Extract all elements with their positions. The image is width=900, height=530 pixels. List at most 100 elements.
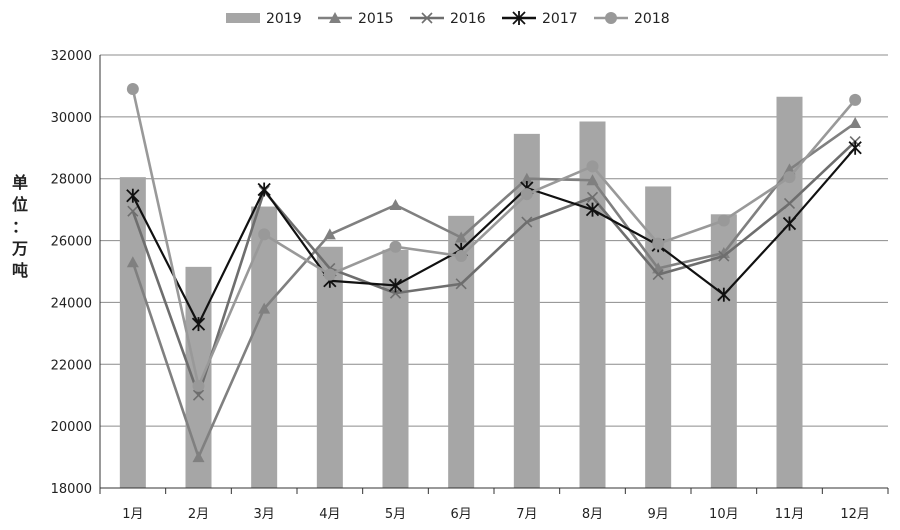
- y-axis-label-char: 吨: [12, 261, 28, 280]
- point-2016: [521, 216, 533, 228]
- x-tick-label: 4月: [319, 507, 340, 522]
- marker-circle: [717, 214, 730, 227]
- point-2015: [520, 172, 533, 184]
- y-tick-label: 32000: [51, 49, 92, 64]
- bar-series: [119, 96, 803, 489]
- legend-label-2016: 2016: [450, 11, 486, 27]
- legend-marker-2018: [605, 12, 617, 24]
- point-2016: [127, 205, 139, 217]
- point-2018: [717, 214, 730, 227]
- x-tick-label: 5月: [385, 507, 406, 522]
- y-tick-label: 22000: [51, 358, 92, 373]
- point-2018: [849, 93, 862, 106]
- point-2016: [652, 269, 664, 281]
- marker-triangle: [323, 228, 336, 240]
- y-axis-label-char: ：: [12, 217, 28, 236]
- x-tick-label: 3月: [254, 507, 275, 522]
- legend-marker-2017: [512, 11, 526, 25]
- point-2017: [585, 202, 600, 217]
- point-2018: [455, 250, 468, 263]
- bar-2019: [710, 214, 737, 488]
- marker-x-stroke: [783, 197, 796, 210]
- y-tick-label: 20000: [51, 420, 92, 435]
- y-tick-label: 26000: [51, 235, 92, 250]
- point-2017: [782, 216, 797, 231]
- marker-circle: [126, 83, 139, 96]
- marker-triangle: [389, 199, 402, 211]
- marker-circle: [389, 240, 402, 253]
- point-2017: [257, 182, 271, 197]
- legend: 2019 2015 2016 2017 2018: [226, 11, 670, 27]
- legend-label-2019: 2019: [266, 11, 302, 27]
- point-2016: [718, 250, 730, 262]
- legend-label-2015: 2015: [358, 11, 394, 27]
- bar-2019: [119, 177, 146, 489]
- marker-triangle: [849, 117, 862, 129]
- marker-x-stroke: [192, 389, 205, 401]
- point-2017: [388, 278, 403, 293]
- marker-circle: [192, 379, 205, 392]
- marker-triangle: [586, 174, 599, 186]
- line-series: [126, 83, 862, 463]
- x-tick-label: 10月: [709, 507, 739, 522]
- point-2015: [455, 231, 468, 243]
- line-2016: [131, 140, 857, 397]
- legend-marker-2016: [421, 12, 433, 24]
- point-2018: [126, 83, 139, 96]
- x-tick-label: 9月: [648, 507, 669, 522]
- point-2015: [126, 256, 139, 268]
- marker-x-stroke: [521, 216, 533, 228]
- marker-x-stroke: [586, 191, 599, 203]
- y-axis-label-char: 单: [12, 173, 28, 192]
- x-tick-label: 8月: [582, 507, 603, 522]
- legend-marker-2015: [329, 12, 341, 23]
- x-tick-label: 1月: [122, 507, 143, 522]
- legend-label-2018: 2018: [634, 11, 670, 27]
- point-2016: [455, 278, 467, 290]
- marker-circle: [455, 250, 468, 263]
- marker-circle: [849, 93, 862, 106]
- x-tick-label: 11月: [775, 507, 805, 522]
- y-axis-label-char: 位: [12, 195, 28, 214]
- point-2015: [192, 451, 205, 463]
- point-2017: [717, 287, 731, 302]
- legend-swatch-2019: [226, 13, 260, 23]
- y-tick-label: 30000: [51, 111, 92, 126]
- grid-lines: [100, 54, 888, 489]
- marker-circle: [605, 12, 617, 24]
- y-axis-label: 单位 ： 万吨: [11, 173, 28, 280]
- marker-circle: [258, 228, 271, 241]
- point-2018: [389, 240, 402, 253]
- marker-triangle: [455, 231, 468, 243]
- marker-circle: [520, 188, 533, 201]
- marker-triangle: [329, 12, 341, 23]
- line-2018: [131, 88, 857, 388]
- y-axis-label-char: 万: [11, 239, 28, 258]
- point-2015: [323, 228, 336, 240]
- point-2017: [848, 140, 862, 155]
- marker-x-stroke: [455, 278, 467, 290]
- point-2018: [323, 268, 336, 281]
- marker-triangle: [520, 172, 533, 184]
- point-2015: [258, 302, 271, 314]
- marker-x-stroke: [652, 269, 664, 281]
- point-2018: [258, 228, 271, 241]
- point-2018: [586, 160, 599, 173]
- marker-x-stroke: [127, 205, 139, 217]
- point-2015: [389, 199, 402, 211]
- bar-2019: [776, 96, 803, 488]
- marker-triangle: [126, 256, 139, 268]
- x-tick-label: 7月: [516, 507, 537, 522]
- x-tick-label: 6月: [451, 507, 472, 522]
- bar-2019: [645, 186, 672, 489]
- point-2017: [126, 188, 140, 203]
- point-2016: [586, 191, 599, 203]
- point-2018: [520, 188, 533, 201]
- y-axis-label-text: 单位 ： 万吨: [11, 173, 28, 280]
- bar-2019: [251, 206, 278, 489]
- point-2016: [192, 389, 205, 401]
- point-2018: [192, 379, 205, 392]
- marker-circle: [783, 171, 796, 184]
- x-tick-label: 2月: [188, 507, 209, 522]
